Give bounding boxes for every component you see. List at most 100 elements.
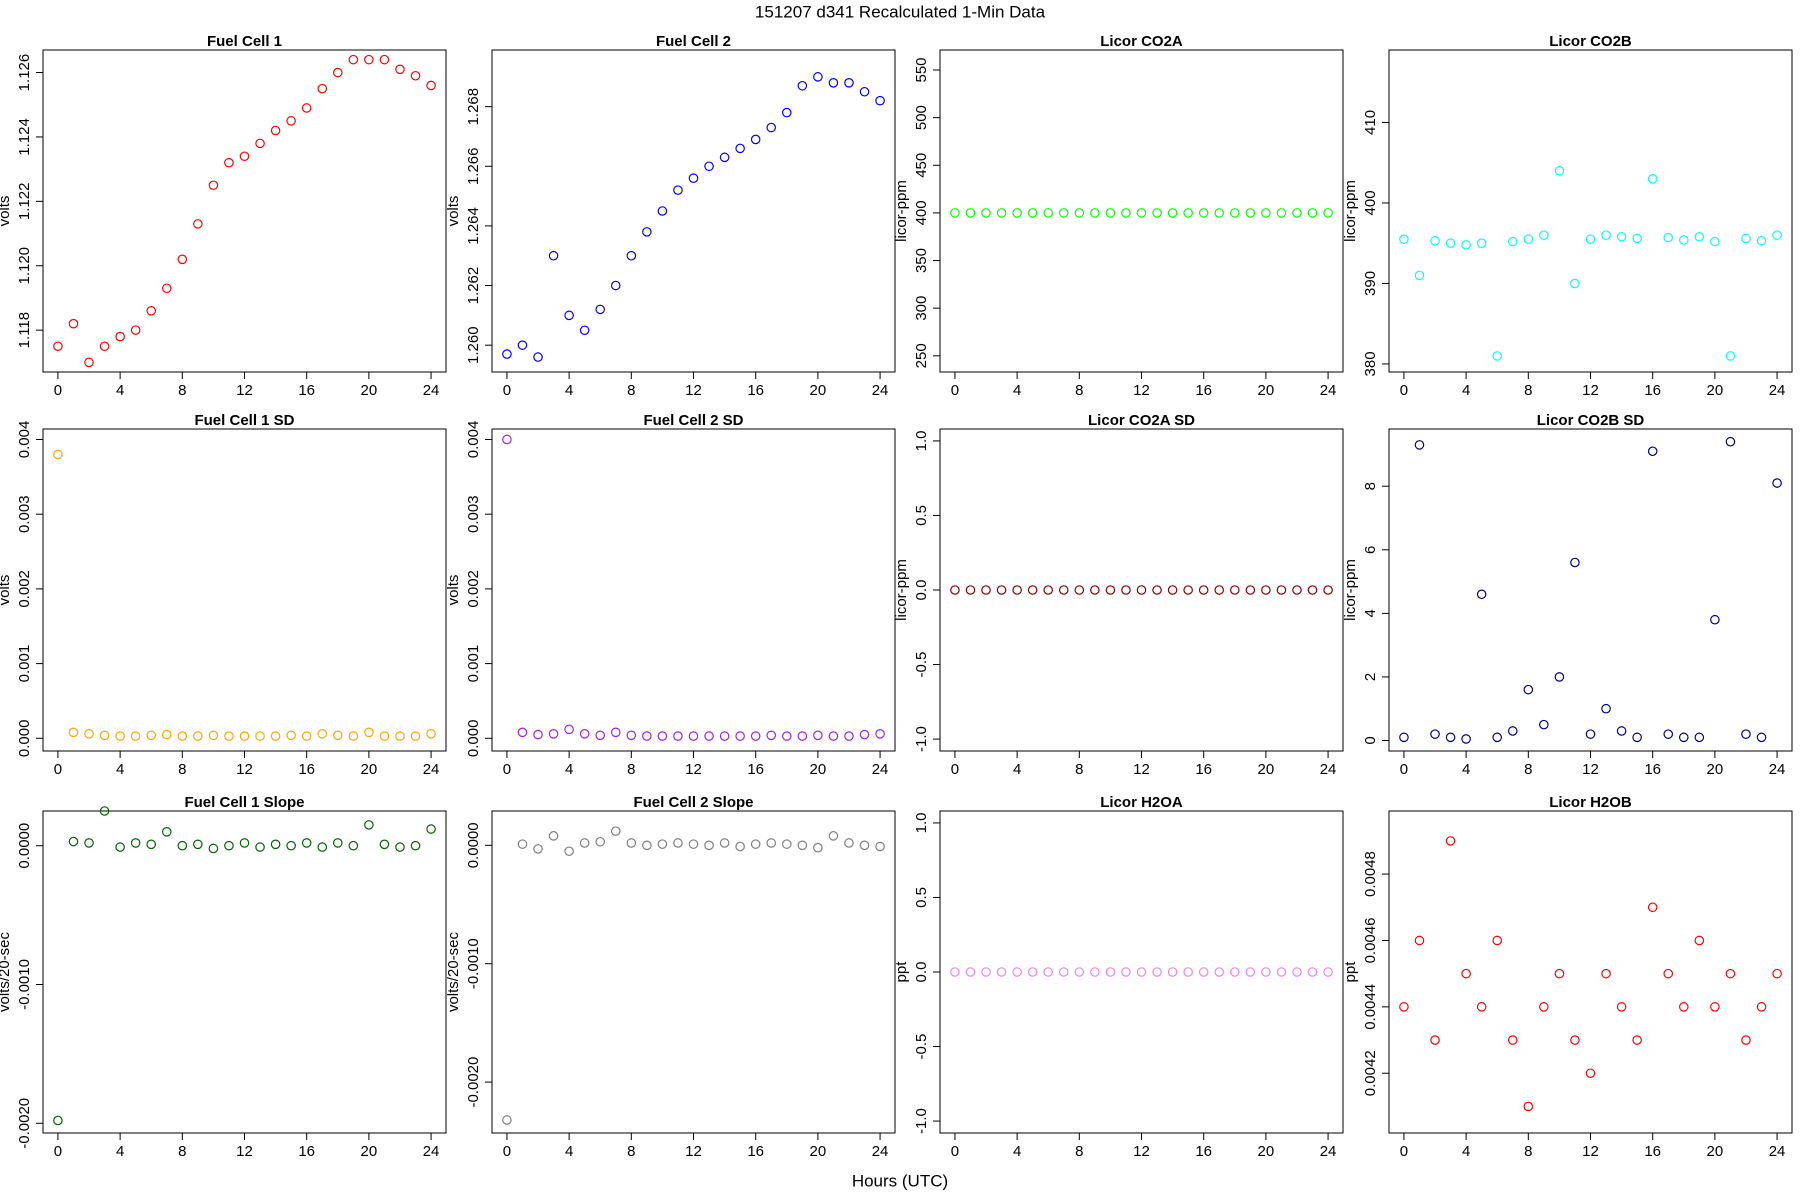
data-point	[517, 340, 528, 350]
x-tick-label: 12	[1582, 382, 1599, 399]
data-point	[270, 125, 281, 136]
data-point	[1276, 967, 1287, 977]
x-tick-label: 12	[236, 761, 253, 778]
y-axis-label: volts/20-sec	[0, 931, 13, 1012]
data-point	[766, 838, 777, 848]
y-tick-label: 350	[913, 248, 930, 273]
data-point	[610, 280, 621, 291]
data-point	[533, 844, 543, 854]
data-point	[1601, 703, 1611, 714]
data-point	[99, 341, 110, 352]
data-point	[1058, 967, 1069, 977]
data-point	[673, 838, 683, 848]
data-point	[1105, 967, 1116, 977]
data-point	[704, 731, 714, 741]
y-tick-label: 1.126	[16, 54, 33, 92]
data-point	[1554, 165, 1565, 176]
data-point	[1058, 208, 1069, 218]
data-point	[239, 838, 250, 848]
y-tick-label: 0.0046	[1362, 918, 1379, 964]
y-tick-label: 1.122	[16, 183, 33, 221]
data-point	[1476, 1002, 1487, 1012]
x-tick-label: 16	[747, 382, 764, 399]
data-point	[146, 730, 157, 741]
data-point	[1725, 436, 1736, 447]
data-point	[317, 83, 328, 94]
data-point	[875, 841, 885, 852]
y-tick-label: 1.118	[16, 312, 33, 348]
y-tick-label: 0.003	[16, 495, 33, 533]
data-point	[1276, 585, 1287, 595]
data-point	[1678, 235, 1689, 245]
y-tick-label: -0.5	[913, 1034, 930, 1060]
data-point	[1554, 672, 1565, 682]
y-tick-label: -0.0010	[465, 938, 482, 989]
data-point	[1027, 208, 1038, 218]
x-tick-label: 12	[1582, 1143, 1599, 1160]
y-tick-label: 400	[913, 200, 930, 225]
data-point	[750, 731, 761, 741]
data-point	[332, 67, 343, 78]
panel: Licor H2OB ppt 0 4 8 12 16 20 24 0.0042 0.0044 0.00…	[1342, 794, 1793, 1160]
x-tick-label: 12	[1133, 382, 1150, 399]
data-point	[797, 731, 808, 741]
y-tick-label: 0.0000	[465, 822, 482, 868]
data-point	[1307, 208, 1318, 218]
data-point	[996, 967, 1007, 977]
plot-frame	[1388, 810, 1793, 1134]
panel-title: Fuel Cell 1 SD	[194, 412, 294, 429]
data-point	[1710, 236, 1720, 247]
data-point	[270, 731, 281, 741]
main-title: 151207 d341 Recalculated 1-Min Data	[755, 2, 1046, 21]
data-point	[965, 208, 976, 218]
data-point	[797, 80, 808, 91]
x-tick-label: 4	[1462, 1143, 1470, 1160]
x-tick-label: 8	[178, 761, 186, 778]
x-tick-label: 16	[1195, 761, 1212, 778]
data-point	[379, 839, 390, 850]
data-point	[1663, 729, 1674, 739]
x-tick-label: 0	[54, 382, 62, 399]
data-point	[1647, 902, 1658, 913]
data-point	[348, 840, 359, 851]
data-point	[1198, 585, 1209, 595]
data-point	[1245, 967, 1256, 977]
x-tick-label: 16	[747, 1143, 764, 1160]
panel: Licor CO2A SD licor-ppm 0 4 8 12 16 20 24 -1.0 -0.…	[893, 412, 1344, 778]
data-point	[642, 731, 652, 741]
data-point	[332, 838, 343, 848]
data-point	[875, 95, 885, 106]
data-point	[1585, 1068, 1596, 1079]
data-point	[410, 731, 421, 741]
data-point	[1027, 585, 1038, 595]
plot-frame	[939, 49, 1344, 373]
y-tick-label: 6	[1362, 546, 1379, 554]
data-point	[766, 122, 777, 133]
x-tick-label: 8	[1075, 761, 1083, 778]
data-point	[1585, 729, 1596, 739]
x-tick-label: 8	[1524, 1143, 1532, 1160]
panel-title: Fuel Cell 2 SD	[643, 412, 743, 429]
panel: Licor H2OA ppt 0 4 8 12 16 20 24 -1.0 -0.5 0.0 0.5 1.…	[893, 794, 1344, 1160]
panel-title: Fuel Cell 2	[656, 33, 731, 50]
data-point	[797, 840, 808, 851]
data-point	[410, 70, 421, 81]
data-point	[1663, 968, 1674, 979]
y-tick-label: 0.0	[913, 580, 930, 601]
y-tick-label: 0.001	[16, 645, 33, 683]
x-tick-label: 24	[1769, 1143, 1786, 1160]
data-point	[1136, 967, 1147, 977]
data-point	[1121, 208, 1131, 218]
data-point	[859, 729, 870, 740]
y-axis-label: volts	[0, 196, 13, 227]
data-point	[548, 250, 559, 261]
data-point	[348, 731, 359, 741]
data-point	[595, 836, 606, 847]
data-point	[548, 831, 559, 841]
data-point	[1229, 208, 1240, 218]
data-point	[533, 729, 543, 740]
data-point	[301, 838, 312, 848]
data-point	[533, 352, 543, 362]
data-point	[1772, 230, 1782, 240]
data-point	[859, 840, 870, 851]
